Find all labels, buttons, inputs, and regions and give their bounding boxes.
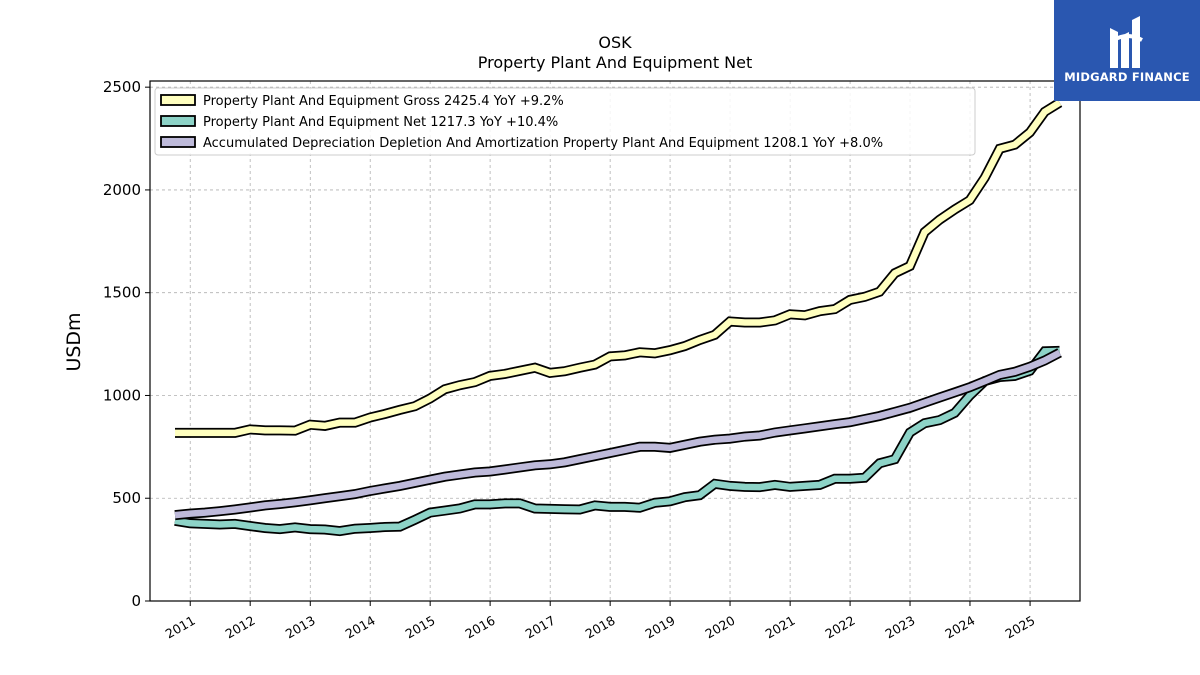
x-tick-label: 2025	[1003, 613, 1038, 642]
y-tick-label: 1000	[103, 386, 141, 404]
x-tick-label: 2022	[823, 613, 858, 642]
y-tick-label: 2000	[103, 181, 141, 199]
chart-subtitle: Property Plant And Equipment Net	[478, 53, 753, 72]
x-tick-label: 2014	[343, 613, 378, 642]
y-axis-label: USDm	[63, 312, 85, 371]
x-tick-label: 2021	[763, 613, 798, 642]
legend-label-0: Property Plant And Equipment Gross 2425.…	[203, 94, 564, 109]
x-tick-label: 2011	[163, 613, 198, 642]
y-tick-label: 1500	[103, 284, 141, 302]
x-tick-label: 2016	[463, 613, 498, 642]
midgard-logo-icon	[1110, 16, 1143, 68]
plot-frame	[149, 80, 1081, 602]
x-tick-label: 2020	[702, 613, 737, 642]
x-tick-label: 2015	[403, 613, 438, 642]
axis-ticks: 0 500 1000 1500 2000 2500 2011 2012 2013 2014 2015…	[103, 78, 1038, 641]
series-line-1	[174, 347, 1060, 535]
chart-title: OSK	[598, 33, 632, 52]
legend-swatch-1	[160, 115, 196, 127]
x-tick-label: 2013	[283, 613, 318, 642]
x-tick-label: 2023	[882, 613, 917, 642]
x-tick-label: 2024	[942, 613, 977, 642]
x-tick-label: 2018	[583, 613, 618, 642]
x-tick-label: 2019	[643, 613, 678, 642]
legend-swatch-0	[160, 94, 196, 106]
y-tick-label: 500	[112, 489, 141, 507]
x-tick-label: 2012	[223, 613, 258, 642]
y-tick-label: 2500	[103, 78, 141, 96]
series-outline-2	[174, 348, 1062, 521]
series-line-0	[175, 99, 1062, 437]
brand-logo: MIDGARD FINANCE	[1054, 0, 1200, 101]
series-lines	[174, 98, 1063, 537]
legend-swatch-2	[160, 136, 196, 148]
legend-label-2: Accumulated Depreciation Depletion And A…	[203, 136, 883, 151]
y-tick-label: 0	[131, 592, 141, 610]
series-line-2	[174, 349, 1062, 519]
x-tick-label: 2017	[523, 613, 558, 642]
brand-name: MIDGARD FINANCE	[1064, 70, 1190, 84]
legend-frame	[154, 87, 976, 156]
grid	[150, 81, 1080, 602]
legend: Property Plant And Equipment Gross 2425.…	[154, 87, 976, 156]
legend-label-1: Property Plant And Equipment Net 1217.3 …	[203, 115, 558, 130]
